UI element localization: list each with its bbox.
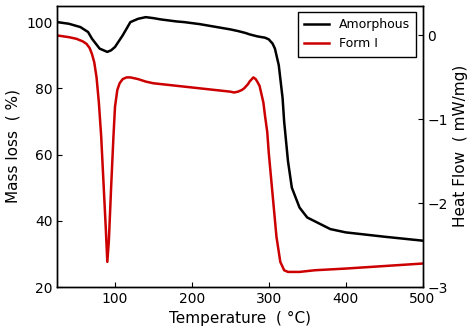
- Amorphous: [343, 230, 348, 234]
- Amorphous: [246, 33, 252, 37]
- Amorphous: [93, 42, 99, 45]
- Amorphous: [235, 29, 241, 33]
- Amorphous: [97, 46, 102, 50]
- Amorphous: [255, 34, 260, 38]
- Amorphous: [258, 35, 264, 39]
- Form I: [249, 77, 255, 81]
- Amorphous: [143, 15, 149, 19]
- Amorphous: [381, 235, 387, 239]
- Amorphous: [55, 20, 60, 24]
- Form I: [112, 105, 118, 109]
- Amorphous: [262, 36, 268, 40]
- Amorphous: [297, 206, 302, 209]
- Y-axis label: Mass loss  ( %): Mass loss ( %): [6, 89, 20, 203]
- Amorphous: [85, 30, 91, 34]
- Amorphous: [276, 63, 282, 67]
- Amorphous: [285, 159, 291, 163]
- Amorphous: [78, 25, 83, 29]
- Amorphous: [104, 50, 110, 54]
- Amorphous: [135, 17, 141, 21]
- Amorphous: [270, 42, 275, 45]
- Amorphous: [189, 21, 195, 25]
- X-axis label: Temperature  ( °C): Temperature ( °C): [169, 311, 311, 326]
- Amorphous: [228, 28, 233, 32]
- Amorphous: [173, 20, 179, 24]
- Form I: [197, 86, 202, 90]
- Line: Amorphous: Amorphous: [57, 17, 422, 241]
- Form I: [55, 34, 60, 38]
- Amorphous: [289, 186, 295, 190]
- Amorphous: [100, 48, 106, 52]
- Amorphous: [251, 33, 256, 37]
- Y-axis label: Heat Flow  ( mW/mg): Heat Flow ( mW/mg): [454, 65, 468, 227]
- Amorphous: [243, 31, 248, 35]
- Form I: [117, 81, 122, 85]
- Amorphous: [280, 96, 285, 100]
- Amorphous: [204, 24, 210, 28]
- Form I: [182, 85, 187, 89]
- Legend: Amorphous, Form I: Amorphous, Form I: [298, 12, 416, 56]
- Amorphous: [272, 46, 278, 50]
- Form I: [419, 262, 425, 266]
- Form I: [285, 270, 291, 274]
- Amorphous: [66, 22, 72, 26]
- Amorphous: [220, 26, 226, 30]
- Amorphous: [128, 20, 133, 24]
- Amorphous: [158, 18, 164, 22]
- Amorphous: [151, 16, 156, 20]
- Amorphous: [120, 33, 126, 37]
- Amorphous: [266, 37, 272, 41]
- Amorphous: [89, 37, 95, 41]
- Amorphous: [182, 20, 187, 24]
- Amorphous: [281, 120, 287, 124]
- Amorphous: [239, 30, 245, 34]
- Amorphous: [109, 48, 114, 52]
- Amorphous: [304, 215, 310, 219]
- Amorphous: [419, 239, 425, 243]
- Amorphous: [273, 53, 279, 57]
- Amorphous: [197, 22, 202, 26]
- Amorphous: [112, 45, 118, 49]
- Amorphous: [328, 227, 333, 231]
- Amorphous: [212, 25, 218, 29]
- Form I: [381, 264, 387, 268]
- Line: Form I: Form I: [57, 36, 422, 272]
- Amorphous: [277, 76, 283, 80]
- Amorphous: [166, 19, 172, 23]
